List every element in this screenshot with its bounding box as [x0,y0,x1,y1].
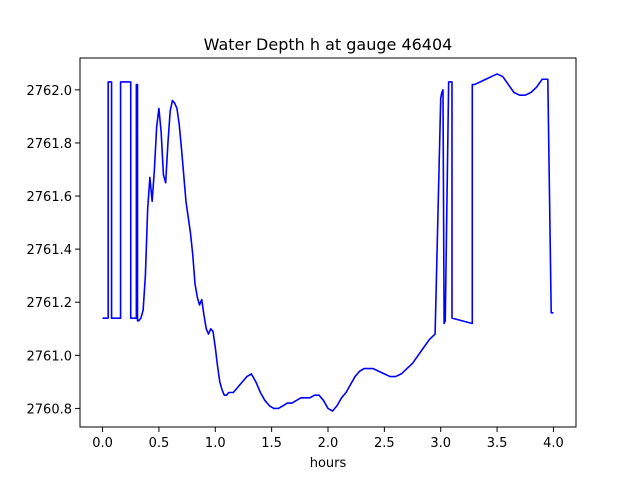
x-tick-label: 1.0 [205,436,226,451]
chart-title: Water Depth h at gauge 46404 [204,35,453,54]
series-line-1 [102,73,554,412]
x-axis: 0.0 0.5 1.0 1.5 2.0 2.5 3.0 3.5 4.0 [92,427,564,451]
y-tick-label: 2761.8 [27,137,73,152]
x-axis-label: hours [310,456,347,471]
y-tick-label: 2761.2 [27,296,73,311]
x-tick-label: 0.0 [92,436,113,451]
x-tick-label: 2.5 [374,436,395,451]
x-tick-label: 2.0 [318,436,339,451]
y-tick-label: 2762.0 [27,84,73,99]
y-tick-label: 2761.6 [27,190,73,205]
y-tick-label: 2761.0 [27,349,73,364]
plot-area [102,73,554,412]
y-tick-label: 2761.4 [27,243,73,258]
y-tick-label: 2760.8 [27,402,73,417]
x-tick-label: 0.5 [149,436,170,451]
x-tick-label: 1.5 [261,436,282,451]
x-tick-label: 4.0 [543,436,564,451]
x-tick-label: 3.0 [430,436,451,451]
x-tick-label: 3.5 [487,436,508,451]
y-axis: 2760.8 2761.0 2761.2 2761.4 2761.6 2761.8 2762… [27,84,80,417]
